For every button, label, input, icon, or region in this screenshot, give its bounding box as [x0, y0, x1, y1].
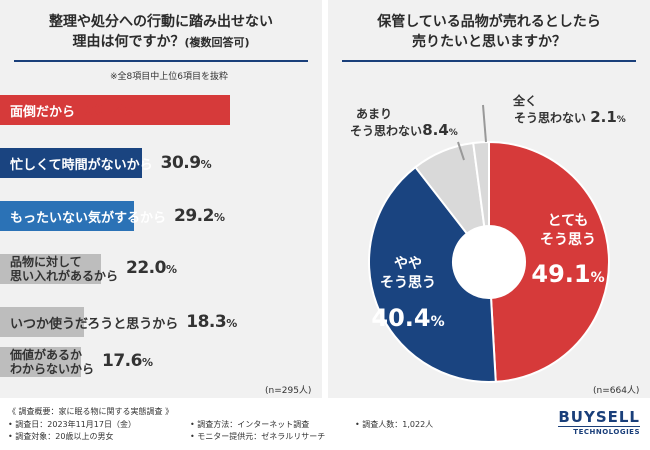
bar-value-label: 30.9% — [160, 153, 212, 173]
right-title-underline — [342, 60, 636, 62]
donut-hole — [453, 226, 525, 298]
left-panel: 整理や処分への行動に踏み出せない 理由は何ですか？(複数回答可) ※全8項目中上… — [0, 0, 322, 398]
bar-4 — [0, 254, 101, 284]
bar-value-label: 50.2% — [83, 100, 134, 120]
donut-label-4-line2: そう思わない — [514, 111, 586, 125]
donut-label-4-line1: 全く — [512, 93, 537, 108]
bar-value-label: 22.0% — [126, 258, 177, 278]
donut-label-1-line1: とても — [548, 213, 589, 229]
right-title-line2: 売りたいと思いますか？ — [412, 34, 566, 50]
bar-5 — [0, 307, 84, 337]
donut-label-3-line1: あまり — [356, 107, 392, 121]
footer-date: • 調査日：2023年11月17日（金） — [8, 420, 136, 429]
bar-category-label: もったいない気がするから — [10, 210, 167, 226]
bar-label-1: 面倒だから 50.2% — [10, 95, 134, 125]
bar-category-label: 忙しくて時間がないから — [10, 157, 153, 173]
donut-leader-4 — [482, 104, 487, 143]
footer-method: • 調査方法：インターネット調査 — [190, 420, 310, 429]
donut-leader-3 — [457, 141, 465, 161]
bar-category-label: 品物に対して 思い入れがあるから — [10, 255, 119, 283]
left-question-title: 整理や処分への行動に踏み出せない 理由は何ですか？(複数回答可) — [0, 12, 322, 53]
left-title-sub: (複数回答可) — [184, 36, 250, 49]
left-title-underline — [14, 60, 308, 62]
right-title-line1: 保管している品物が売れるとしたら — [377, 14, 601, 30]
bar-label-3: もったいない気がするから 29.2% — [10, 201, 225, 231]
left-n-note: (n=295人) — [265, 386, 312, 396]
bar-label-6: 価値があるか わからないから 17.6% — [10, 347, 153, 377]
survey-footer: 《 調査概要：家に眠る物に関する実態調査 》 • 調査日：2023年11月17日… — [0, 400, 650, 450]
donut-label-2-line2: そう思う — [380, 275, 436, 291]
buysell-logo: BUYSELL TECHNOLOGIES — [558, 410, 640, 436]
bar-6 — [0, 347, 81, 377]
bar-value-label: 29.2% — [174, 206, 225, 226]
donut-label-3-line2: そう思わない — [350, 124, 422, 138]
bar-label-5: いつか使うだろうと思うから 18.3% — [10, 307, 237, 337]
bar-1 — [0, 95, 230, 125]
left-title-line2: 理由は何ですか？ — [72, 34, 185, 50]
left-title-line1: 整理や処分への行動に踏み出せない — [49, 14, 273, 30]
donut-label-2-line1: やや — [394, 256, 422, 272]
bar-2 — [0, 148, 142, 178]
logo-line2: TECHNOLOGIES — [558, 426, 640, 436]
donut-value-3: 8.4% — [422, 121, 458, 139]
footer-provider: • モニター提供元：ゼネラルリサーチ — [190, 432, 326, 441]
footer-count: • 調査人数：1,022人 — [355, 420, 434, 429]
donut-value-2: 40.4% — [371, 304, 444, 332]
bar-category-label: 価値があるか わからないから — [10, 348, 95, 376]
bar-category-label: 面倒だから — [10, 104, 76, 120]
bar-category-label: いつか使うだろうと思うから — [10, 316, 179, 332]
bar-value-label: 17.6% — [102, 351, 153, 371]
bar-label-2: 忙しくて時間がないから 30.9% — [10, 148, 212, 178]
right-question-title: 保管している品物が売れるとしたら 売りたいと思いますか？ — [328, 12, 650, 52]
right-panel: 保管している品物が売れるとしたら 売りたいと思いますか？ とてもそう思う 49.1… — [328, 0, 650, 398]
footer-heading: 《 調査概要：家に眠る物に関する実態調査 》 — [8, 407, 174, 416]
footer-target: • 調査対象：20歳以上の男女 — [8, 432, 114, 441]
donut-label-1-line2: そう思う — [540, 232, 596, 248]
bar-value-label: 18.3% — [186, 312, 237, 332]
right-n-note: (n=664人) — [593, 386, 640, 396]
bar-label-4: 品物に対して 思い入れがあるから 22.0% — [10, 254, 177, 284]
left-note: ※全8項目中上位6項目を抜粋 — [110, 72, 228, 82]
donut-value-1: 49.1% — [531, 260, 604, 288]
logo-line1: BUYSELL — [558, 408, 640, 426]
donut-value-4: 2.1% — [590, 108, 626, 126]
bar-3 — [0, 201, 134, 231]
